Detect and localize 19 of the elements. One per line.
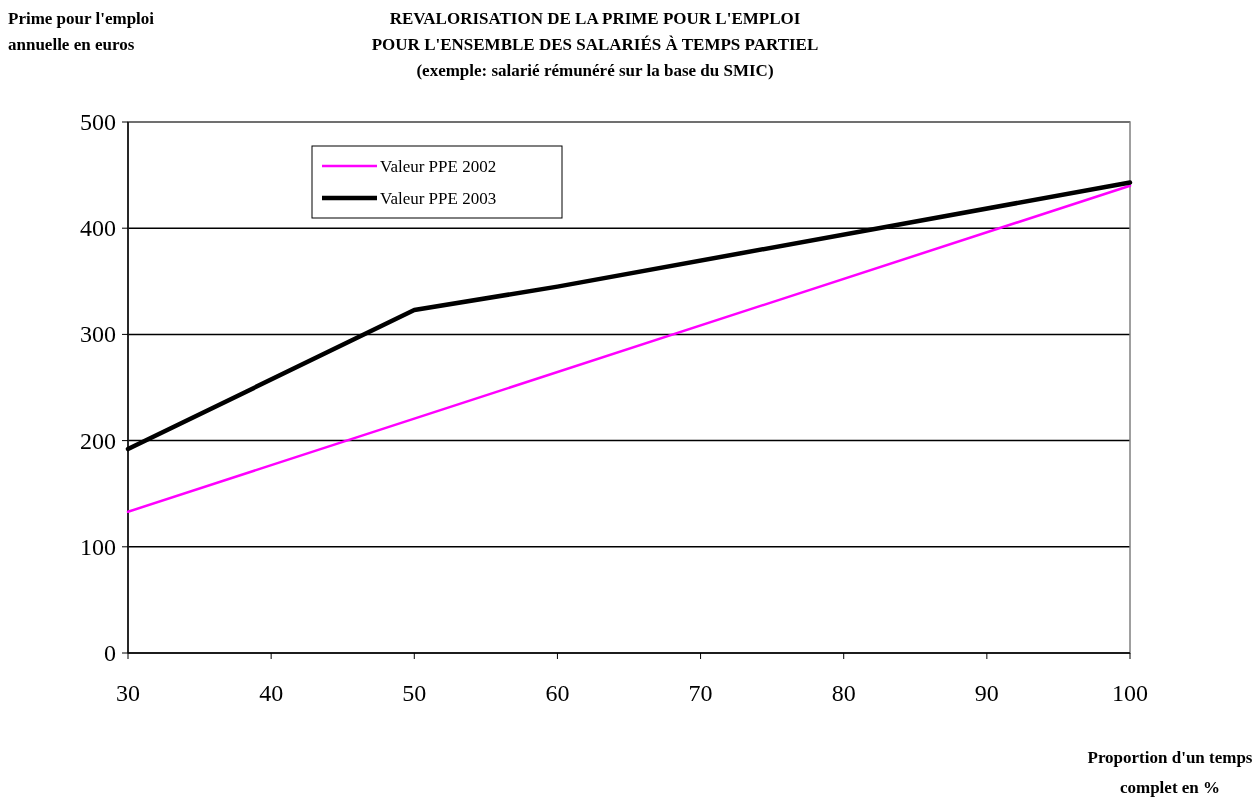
chart-title: REVALORISATION DE LA PRIME POUR L'EMPLOI POUR L'ENSEMBLE DES SALARIÉS À TEMPS PARTIEL (exemple: salarié rémunéré sur la base du SMIC) (371, 9, 819, 80)
x-axis-title: Proportion d'un temps complet en % (1087, 748, 1253, 797)
x-tick-label: 40 (259, 680, 284, 706)
y-axis-title: Prime pour l'emploi annuelle en euros (8, 9, 155, 54)
x-tick-label: 100 (1112, 680, 1148, 706)
legend-label: Valeur PPE 2003 (380, 189, 497, 208)
x-tick-label: 50 (402, 680, 427, 706)
x-tick-label: 80 (831, 680, 856, 706)
y-tick-label: 400 (80, 215, 116, 242)
x-tick-label: 90 (974, 680, 999, 706)
y-tick-label: 300 (80, 321, 116, 348)
y-tick-label: 100 (80, 533, 116, 560)
x-tick-label: 30 (116, 680, 140, 706)
x-tick-label: 70 (688, 680, 713, 706)
y-tick-label: 200 (80, 427, 116, 454)
legend-label: Valeur PPE 2002 (380, 157, 497, 176)
x-tick-label: 60 (545, 680, 570, 706)
y-tick-label: 500 (80, 109, 116, 135)
y-tick-label: 0 (104, 640, 116, 666)
